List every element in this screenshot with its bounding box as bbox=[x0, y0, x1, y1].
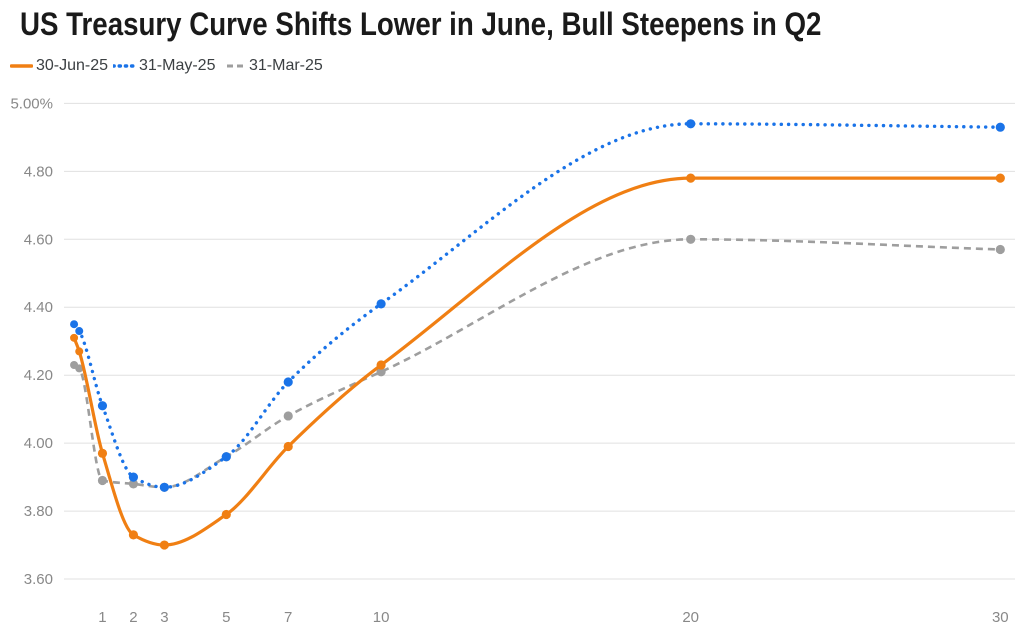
svg-text:3.80: 3.80 bbox=[24, 503, 53, 520]
svg-text:3.60: 3.60 bbox=[24, 571, 53, 588]
svg-text:5.00%: 5.00% bbox=[10, 95, 53, 112]
svg-text:5: 5 bbox=[222, 609, 230, 626]
svg-text:4.60: 4.60 bbox=[24, 231, 53, 248]
svg-text:4.00: 4.00 bbox=[24, 435, 53, 452]
svg-text:4.40: 4.40 bbox=[24, 299, 53, 316]
svg-text:1: 1 bbox=[98, 609, 106, 626]
svg-text:20: 20 bbox=[682, 609, 699, 626]
svg-text:3: 3 bbox=[160, 609, 168, 626]
svg-text:30: 30 bbox=[992, 609, 1009, 626]
svg-text:10: 10 bbox=[373, 609, 390, 626]
svg-text:4.20: 4.20 bbox=[24, 367, 53, 384]
svg-text:4.80: 4.80 bbox=[24, 163, 53, 180]
svg-text:2: 2 bbox=[129, 609, 137, 626]
svg-text:7: 7 bbox=[284, 609, 292, 626]
